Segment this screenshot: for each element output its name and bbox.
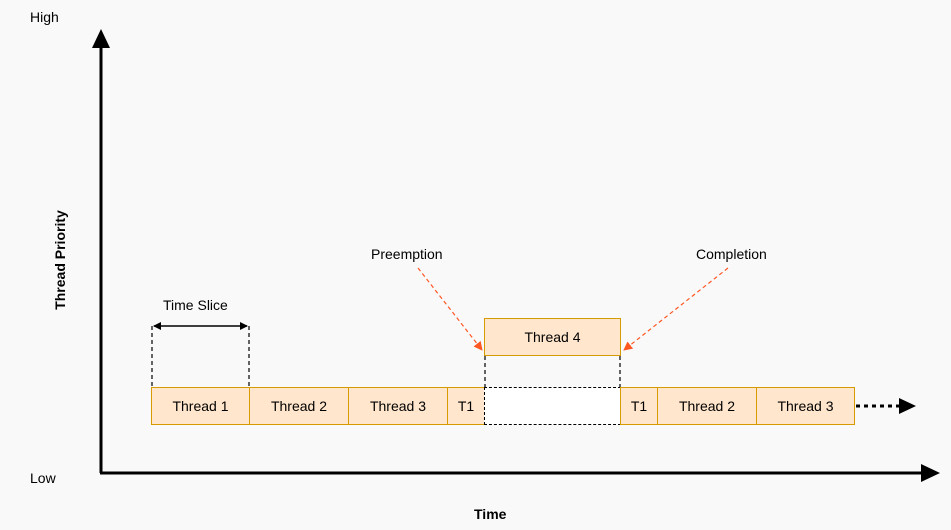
y-axis-title: Thread Priority (52, 210, 68, 310)
x-axis-arrowhead (921, 464, 940, 482)
thread-4-block: Thread 4 (484, 318, 621, 356)
high-label: High (30, 9, 59, 25)
x-axis-title: Time (474, 506, 507, 522)
thread-1-block: Thread 1 (151, 387, 250, 425)
thread-2-block-second: Thread 2 (657, 387, 757, 425)
low-label: Low (30, 470, 56, 486)
completion-arrow (623, 267, 729, 351)
t1-block-after: T1 (620, 387, 658, 425)
preemption-arrow (417, 267, 483, 351)
thread-3-block: Thread 3 (348, 387, 448, 425)
preempted-gap (484, 387, 621, 425)
completion-label: Completion (696, 246, 767, 262)
thread-3-block-second: Thread 3 (756, 387, 855, 425)
thread-2-block: Thread 2 (249, 387, 349, 425)
time-slice-label: Time Slice (163, 297, 228, 313)
continuation-arrowhead (899, 398, 916, 414)
t1-block-before: T1 (447, 387, 485, 425)
y-axis-arrowhead (92, 29, 110, 48)
preemption-label: Preemption (371, 246, 443, 262)
